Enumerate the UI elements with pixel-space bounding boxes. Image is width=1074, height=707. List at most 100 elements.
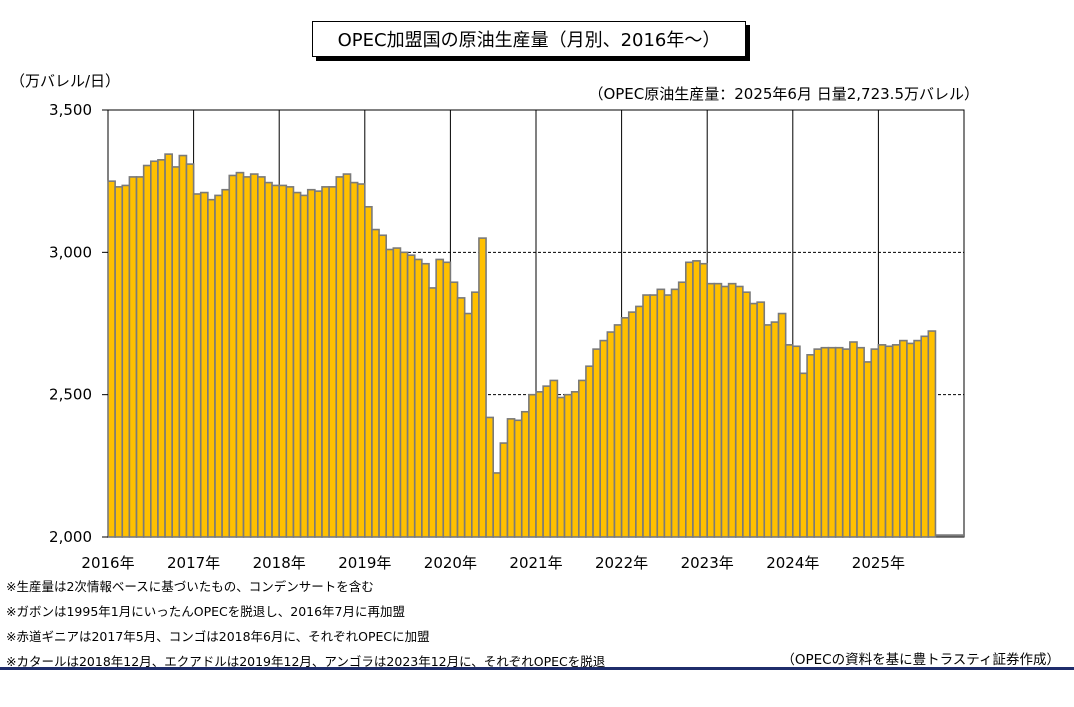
bar <box>606 331 616 538</box>
bar <box>791 345 801 538</box>
bar <box>542 385 552 538</box>
chart-title: OPEC加盟国の原油生産量（月別、2016年～） <box>312 21 746 57</box>
bar <box>114 186 124 538</box>
bar <box>585 365 594 538</box>
bar <box>264 181 273 538</box>
bar <box>178 154 188 538</box>
bar <box>763 324 773 538</box>
bar <box>613 324 623 538</box>
y-tick-label: 3,000 <box>49 243 92 261</box>
bar <box>649 294 659 538</box>
x-tick-label: 2023年 <box>681 554 734 572</box>
bar <box>927 330 937 538</box>
bar <box>806 354 816 538</box>
bar <box>335 176 345 538</box>
bar <box>813 348 823 538</box>
bar <box>314 190 323 538</box>
bar <box>478 237 487 538</box>
bar <box>421 262 430 538</box>
x-tick-label: 2017年 <box>167 554 220 572</box>
bar <box>499 442 509 538</box>
bar <box>278 184 288 538</box>
bar <box>656 288 666 538</box>
bar <box>428 287 437 538</box>
bar <box>385 248 395 538</box>
bar <box>528 393 537 538</box>
bar <box>378 234 388 538</box>
bar <box>321 186 330 538</box>
bar <box>135 176 145 538</box>
bar <box>485 416 495 538</box>
bar <box>342 173 352 538</box>
bar <box>784 344 794 538</box>
bar <box>456 297 466 538</box>
footnote-1: ※生産量は2次情報ベースに基づいたもの、コンデンサートを含む <box>6 579 374 594</box>
bar <box>463 312 473 538</box>
bar <box>107 180 116 538</box>
bar <box>820 346 830 538</box>
bar <box>171 166 181 538</box>
bar <box>371 228 380 538</box>
bar <box>642 294 651 538</box>
x-tick-label: 2025年 <box>852 554 905 572</box>
bar <box>677 281 687 538</box>
bar <box>549 379 559 538</box>
bars-layer <box>107 153 964 538</box>
bar <box>363 205 373 538</box>
bar <box>556 396 566 538</box>
bar <box>221 188 231 538</box>
bar <box>684 261 694 538</box>
bar <box>513 419 523 538</box>
bar <box>563 393 573 538</box>
bar <box>121 184 131 538</box>
y-tick-label: 2,000 <box>49 528 92 546</box>
y-tick-label: 3,500 <box>49 101 92 119</box>
x-tick-label: 2020年 <box>424 554 477 572</box>
bar <box>877 344 887 538</box>
bar <box>620 317 630 538</box>
bar <box>913 339 923 538</box>
x-tick-label: 2018年 <box>253 554 306 572</box>
bar <box>207 198 216 538</box>
axis-layer: 2,000 2,500 3,000 3,500 2016年 2017年 2018年 2019年… <box>49 101 905 572</box>
y-tick-label: 2,500 <box>49 386 92 404</box>
bar <box>849 341 858 538</box>
bar <box>285 186 295 538</box>
bar <box>235 171 245 538</box>
bar <box>435 258 445 538</box>
bar <box>870 348 880 538</box>
latest-value-annotation: （OPEC原油生産量：2025年6月 日量2,723.5万バレル） <box>588 85 979 103</box>
bar <box>727 282 737 538</box>
bar <box>863 361 873 538</box>
bar <box>827 346 837 538</box>
bar <box>535 391 544 538</box>
bar <box>799 372 808 538</box>
bar <box>520 410 530 538</box>
footnote-3: ※赤道ギニアは2017年5月、コンゴは2018年6月に、それぞれOPECに加盟 <box>6 629 430 644</box>
x-tick-label: 2019年 <box>338 554 391 572</box>
bar <box>492 472 502 538</box>
bar <box>670 288 680 538</box>
bar <box>306 188 316 538</box>
bottom-divider <box>0 667 1074 670</box>
bar <box>271 184 281 538</box>
bar <box>356 183 366 538</box>
bar <box>413 258 423 538</box>
bar <box>663 294 673 538</box>
bar <box>720 285 730 538</box>
bar <box>898 339 908 538</box>
bar <box>570 391 580 538</box>
bar <box>742 291 751 538</box>
x-tick-label: 2016年 <box>81 554 134 572</box>
bar <box>770 321 780 538</box>
bar <box>841 348 851 538</box>
bar <box>150 160 159 538</box>
x-tick-label: 2024年 <box>766 554 819 572</box>
bar <box>749 302 758 538</box>
source-credit: （OPECの資料を基に豊トラスティ証券作成） <box>781 652 1060 668</box>
bar <box>699 262 709 538</box>
bar <box>292 191 302 538</box>
bar <box>599 339 609 538</box>
bar <box>328 186 338 538</box>
